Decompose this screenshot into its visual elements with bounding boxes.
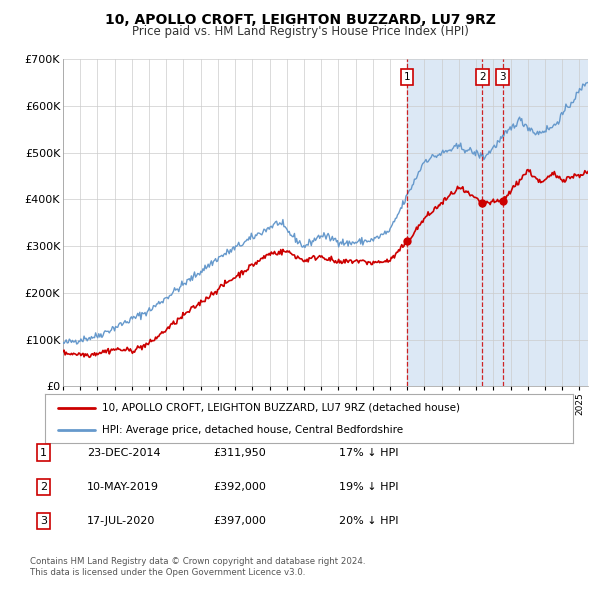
Text: Contains HM Land Registry data © Crown copyright and database right 2024.: Contains HM Land Registry data © Crown c… bbox=[30, 558, 365, 566]
Text: 1: 1 bbox=[40, 448, 47, 457]
Text: 2: 2 bbox=[40, 482, 47, 491]
Text: 20% ↓ HPI: 20% ↓ HPI bbox=[339, 516, 398, 526]
Text: 2: 2 bbox=[479, 72, 485, 82]
Text: 17-JUL-2020: 17-JUL-2020 bbox=[87, 516, 155, 526]
Text: 23-DEC-2014: 23-DEC-2014 bbox=[87, 448, 161, 457]
Text: 3: 3 bbox=[499, 72, 506, 82]
Text: 17% ↓ HPI: 17% ↓ HPI bbox=[339, 448, 398, 457]
Text: £311,950: £311,950 bbox=[213, 448, 266, 457]
Text: 10-MAY-2019: 10-MAY-2019 bbox=[87, 482, 159, 491]
Text: HPI: Average price, detached house, Central Bedfordshire: HPI: Average price, detached house, Cent… bbox=[102, 425, 403, 435]
Text: 19% ↓ HPI: 19% ↓ HPI bbox=[339, 482, 398, 491]
Text: 10, APOLLO CROFT, LEIGHTON BUZZARD, LU7 9RZ: 10, APOLLO CROFT, LEIGHTON BUZZARD, LU7 … bbox=[104, 13, 496, 27]
Text: £397,000: £397,000 bbox=[213, 516, 266, 526]
Text: 3: 3 bbox=[40, 516, 47, 526]
Bar bbox=[407, 59, 588, 386]
Text: 1: 1 bbox=[404, 72, 410, 82]
Text: This data is licensed under the Open Government Licence v3.0.: This data is licensed under the Open Gov… bbox=[30, 568, 305, 577]
Text: £392,000: £392,000 bbox=[213, 482, 266, 491]
Text: 10, APOLLO CROFT, LEIGHTON BUZZARD, LU7 9RZ (detached house): 10, APOLLO CROFT, LEIGHTON BUZZARD, LU7 … bbox=[102, 402, 460, 412]
Text: Price paid vs. HM Land Registry's House Price Index (HPI): Price paid vs. HM Land Registry's House … bbox=[131, 25, 469, 38]
